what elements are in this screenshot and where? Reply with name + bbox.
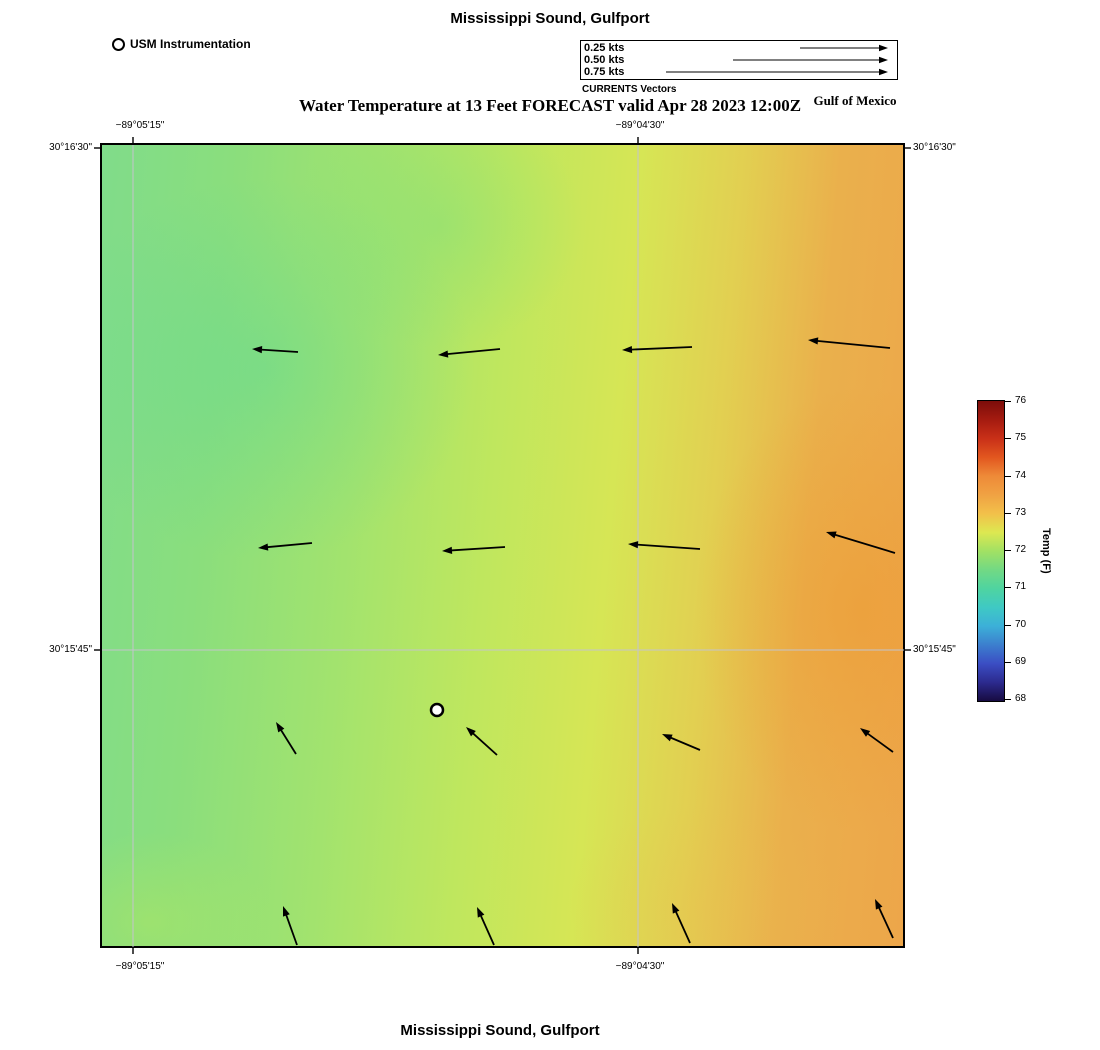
colorbar-tick-label: 76: [1015, 395, 1027, 406]
page-title: Mississippi Sound, Gulfport: [450, 10, 650, 27]
legend-speed-label-075: 0.75 kts: [584, 65, 625, 78]
colorbar-tick-label: 69: [1015, 655, 1027, 667]
lat-label-left-north: 30°16'30": [49, 142, 92, 153]
legend-arrow-025-icon: [800, 44, 888, 52]
colorbar-tick-label: 75: [1015, 432, 1027, 444]
colorbar-tick: [1005, 438, 1011, 440]
colorbar-tick-label: 73: [1015, 506, 1027, 518]
currents-legend-box: 0.25 kts 0.50 kts 0.75 kts: [580, 40, 898, 80]
temperature-field: [100, 143, 905, 948]
colorbar-tick: [1005, 512, 1011, 514]
colorbar-tick: [1005, 661, 1011, 663]
currents-caption: CURRENTS Vectors: [582, 84, 677, 95]
colorbar-tick: [1005, 587, 1011, 589]
colorbar-tick-label: 68: [1015, 693, 1027, 704]
lon-label-top-west: −89°05'15": [115, 120, 165, 131]
station-legend-label: USM Instrumentation: [130, 37, 251, 51]
colorbar-tick-label: 71: [1015, 581, 1027, 593]
legend-speed-label-050: 0.50 kts: [584, 53, 625, 66]
colorbar: [977, 400, 1005, 702]
colorbar-tick: [1005, 401, 1011, 402]
forecast-subtitle: Water Temperature at 13 Feet FORECAST va…: [298, 96, 802, 115]
colorbar-tick: [1005, 475, 1011, 477]
legend-row-075: 0.75 kts: [584, 66, 894, 78]
legend-arrow-head: [879, 68, 888, 76]
colorbar-tick: [1005, 550, 1011, 551]
station-legend: USM Instrumentation: [112, 37, 251, 51]
gulf-of-mexico-label: Gulf of Mexico: [813, 93, 897, 108]
legend-speed-label-025: 0.25 kts: [584, 41, 625, 54]
lat-label-left-mid: 30°15'45": [49, 644, 92, 655]
legend-arrow-050-icon: [733, 56, 888, 64]
colorbar-tick: [1005, 699, 1011, 700]
lat-label-right-mid: 30°15'45": [913, 644, 956, 655]
lat-label-right-north: 30°16'30": [913, 142, 956, 153]
legend-arrow-head: [879, 44, 888, 52]
legend-arrow-head: [879, 56, 888, 64]
lon-label-bottom-east: −89°04'30": [615, 961, 665, 972]
colorbar-tick-label: 70: [1015, 618, 1027, 630]
legend-row-025: 0.25 kts: [584, 42, 894, 54]
legend-arrow-075-icon: [666, 68, 888, 76]
station-marker-icon: [112, 37, 125, 51]
bottom-title: Mississippi Sound, Gulfport: [400, 1022, 600, 1039]
legend-row-050: 0.50 kts: [584, 54, 894, 66]
lon-label-top-east: −89°04'30": [615, 120, 665, 131]
colorbar-tick-label: 74: [1015, 469, 1027, 481]
colorbar-tick-label: 72: [1015, 544, 1027, 555]
colorbar-title: Temp (F): [1040, 528, 1052, 574]
colorbar-tick: [1005, 624, 1011, 626]
lon-label-bottom-west: −89°05'15": [115, 961, 165, 972]
